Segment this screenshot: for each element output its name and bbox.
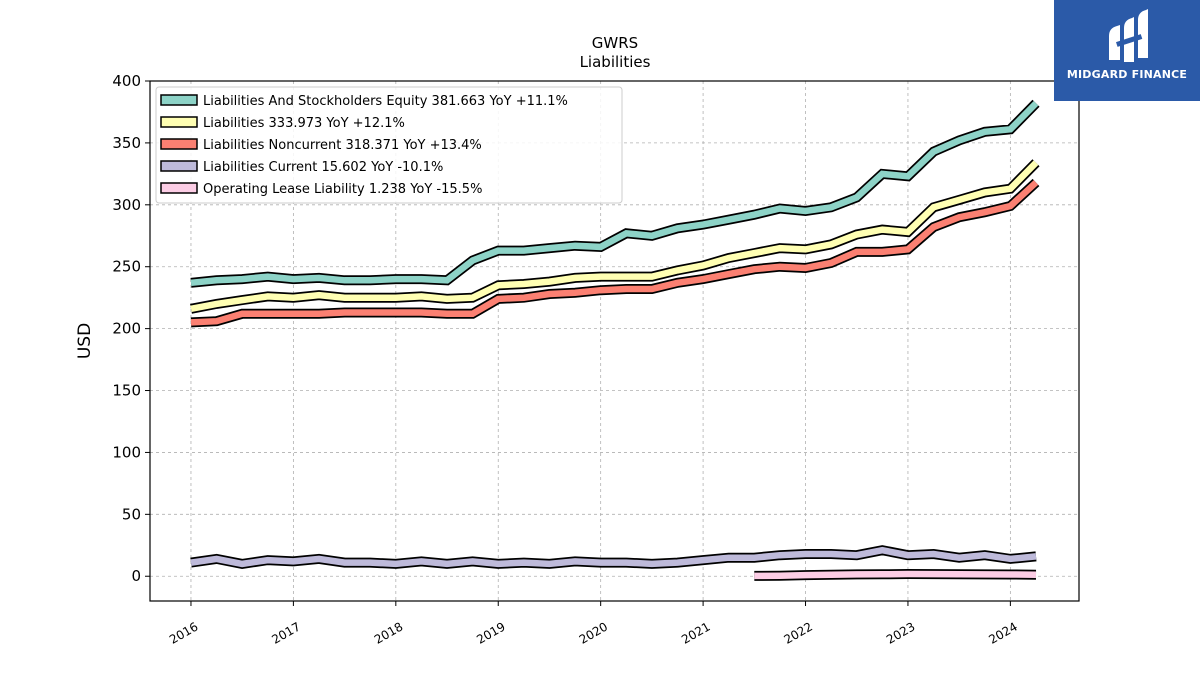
legend: Liabilities And Stockholders Equity 381.… bbox=[155, 86, 623, 204]
plot-frame bbox=[149, 80, 1080, 602]
x-tick-label: 2023 bbox=[884, 619, 917, 646]
y-tick-label: 300 bbox=[112, 196, 141, 214]
y-tick-label: 400 bbox=[112, 72, 141, 90]
legend-swatch bbox=[160, 116, 198, 128]
legend-label: Liabilities Current 15.602 YoY -10.1% bbox=[203, 160, 443, 175]
y-axis-label: USD bbox=[75, 323, 95, 359]
legend-swatch bbox=[160, 182, 198, 194]
legend-box bbox=[155, 86, 623, 204]
legend-label: Liabilities Noncurrent 318.371 YoY +13.4… bbox=[203, 138, 482, 153]
x-tick-label: 2017 bbox=[269, 619, 302, 646]
y-tick-label: 200 bbox=[112, 320, 141, 338]
legend-label: Liabilities And Stockholders Equity 381.… bbox=[203, 94, 568, 109]
legend-swatch bbox=[160, 138, 198, 150]
y-tick-label: 100 bbox=[112, 443, 141, 461]
legend-label: Liabilities 333.973 YoY +12.1% bbox=[203, 116, 405, 131]
series-line bbox=[190, 101, 1039, 287]
chart-subtitle: Liabilities bbox=[580, 53, 651, 71]
x-tick-label: 2019 bbox=[474, 619, 507, 646]
midgard-logo-icon bbox=[1109, 9, 1148, 62]
y-tick-label: 0 bbox=[131, 567, 141, 585]
x-tick-label: 2016 bbox=[167, 619, 200, 646]
series-line bbox=[754, 570, 1037, 580]
y-tick-label: 350 bbox=[112, 134, 141, 152]
x-tick-label: 2022 bbox=[782, 619, 815, 646]
y-tick-label: 150 bbox=[112, 382, 141, 400]
series-line bbox=[190, 160, 1039, 312]
series-line bbox=[190, 546, 1037, 568]
brand-logo: MIDGARD FINANCE bbox=[1054, 0, 1200, 101]
x-tick-label: 2018 bbox=[372, 619, 405, 646]
legend-swatch bbox=[160, 94, 198, 106]
y-tick-label: 250 bbox=[112, 258, 141, 276]
legend-swatch bbox=[160, 160, 198, 172]
series-line bbox=[190, 180, 1039, 326]
legend-label: Operating Lease Liability 1.238 YoY -15.… bbox=[203, 182, 482, 197]
chart-title: GWRS bbox=[592, 34, 638, 52]
x-tick-label: 2024 bbox=[986, 619, 1019, 646]
x-tick-label: 2020 bbox=[577, 619, 610, 646]
y-tick-label: 50 bbox=[122, 505, 141, 523]
brand-name: MIDGARD FINANCE bbox=[1066, 68, 1188, 81]
series-layer bbox=[190, 99, 1040, 581]
x-tick-label: 2021 bbox=[679, 619, 712, 646]
